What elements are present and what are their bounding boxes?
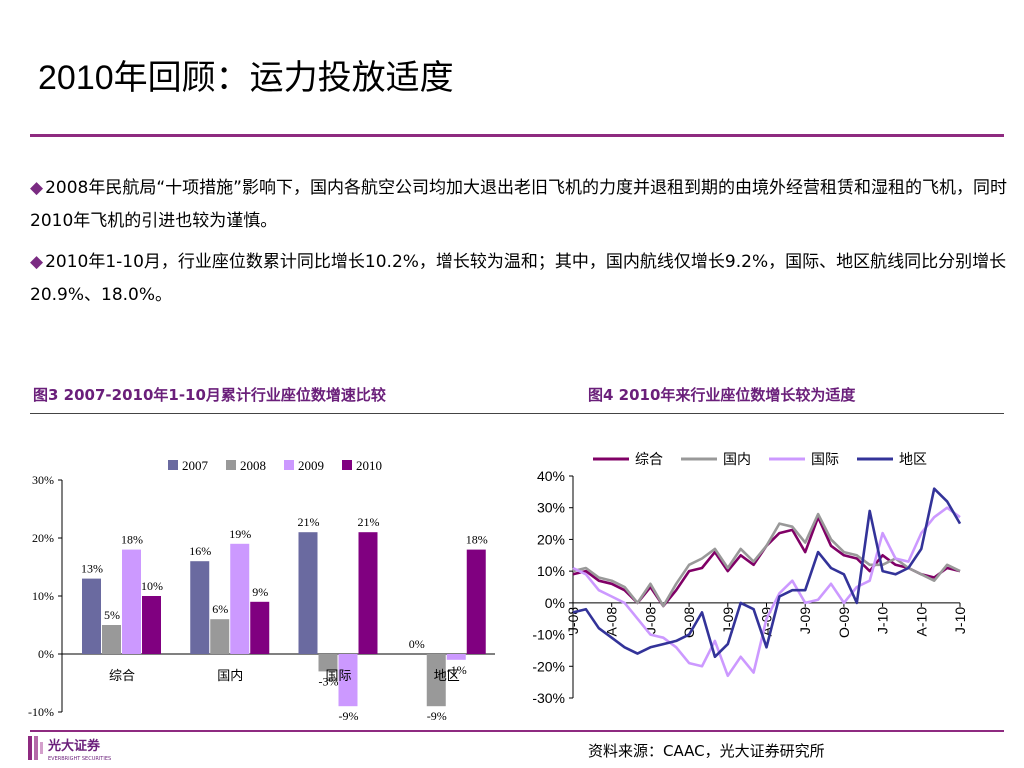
y-tick-label: -10% (28, 705, 54, 719)
figure-4-caption: 图4 2010年来行业座位数增长较为适度 (588, 386, 856, 404)
bar (230, 543, 250, 654)
bar (426, 654, 446, 707)
slide-title: 2010年回顾：运力投放适度 (38, 59, 454, 97)
y-tick-label: 30% (537, 500, 565, 516)
data-label: 6% (212, 602, 228, 616)
series-line (572, 506, 961, 678)
y-tick-label: -20% (532, 658, 565, 674)
data-label: -1% (447, 663, 467, 677)
x-tick-label: O-09 (836, 607, 852, 638)
x-tick-label: 国际 (325, 669, 351, 684)
data-label: 21% (298, 515, 320, 529)
bar (358, 532, 378, 654)
legend-swatch (226, 460, 236, 470)
x-tick-label: A-08 (604, 607, 620, 637)
line-chart: 综合 国内 国际 地区 40% 30% 20% 10% 0% -10% -20% -30% J-08 A-… (532, 452, 968, 706)
y-tick-label: 40% (537, 468, 565, 484)
caption-divider (30, 413, 1004, 414)
bullet-point: ◆ 2010年1-10月，行业座位数累计同比增长10.2%，增长较为温和；其中，国… (30, 246, 1010, 312)
y-tick-label: 0% (38, 647, 54, 661)
legend-label: 2010 (356, 458, 382, 473)
bullet-point: ◆ 2008年民航局“十项措施”影响下，国内各航空公司均加大退出老旧飞机的力度并退… (30, 172, 1010, 238)
data-label: -3% (319, 674, 339, 688)
y-tick-label: 10% (32, 589, 54, 603)
x-tick-label: 国内 (217, 668, 243, 684)
x-tick-label: J-08 (642, 607, 658, 634)
data-label: 18% (121, 533, 143, 547)
y-tick-label: 20% (537, 531, 565, 547)
chart-legend: 2007 2008 2009 2010 (168, 458, 382, 473)
x-tick-label: 地区 (434, 669, 460, 684)
data-label: 5% (104, 608, 120, 622)
bullet-text: 2010年1-10月，行业座位数累计同比增长10.2%，增长较为温和；其中，国内… (30, 252, 1007, 305)
bar (338, 654, 358, 707)
data-label: -9% (339, 709, 359, 723)
bar (298, 532, 318, 654)
diamond-bullet-icon: ◆ (30, 252, 44, 272)
legend-swatch (342, 460, 352, 470)
title-divider (30, 134, 1004, 137)
figure-3-caption: 图3 2007-2010年1-10月累计行业座位数增速比较 (33, 386, 386, 404)
footer-divider (30, 730, 1004, 732)
data-label: 19% (229, 527, 251, 541)
series-line (572, 487, 962, 659)
data-label: 21% (358, 515, 380, 529)
data-label: 13% (81, 562, 103, 576)
bar (190, 561, 210, 654)
bar (250, 601, 270, 654)
bar (102, 625, 121, 654)
bar (210, 619, 230, 654)
bar (122, 549, 141, 654)
chart-legend: 综合 国内 国际 地区 (593, 452, 927, 468)
logo-text: 光大证券 (47, 738, 101, 754)
bar (82, 578, 101, 654)
y-tick-label: -30% (532, 690, 565, 706)
legend-label: 地区 (899, 452, 927, 468)
x-tick-label: J-08 (565, 607, 581, 634)
data-label: 0% (409, 637, 425, 651)
bar (142, 596, 161, 654)
x-tick-label: 综合 (109, 669, 135, 684)
y-tick-label: 10% (537, 563, 565, 579)
legend-swatch (284, 460, 294, 470)
bullet-text: 2008年民航局“十项措施”影响下，国内各航空公司均加大退出老旧飞机的力度并退租… (30, 178, 1007, 231)
legend-label: 2009 (298, 458, 324, 473)
legend-swatch (168, 460, 178, 470)
legend-label: 国际 (811, 452, 839, 468)
y-tick-label: -10% (532, 627, 565, 643)
x-tick-label: J-10 (952, 607, 968, 634)
data-label: -9% (427, 709, 447, 723)
bar-chart: 2007 2008 2009 2010 -10% 0% 10% 20% 30% 13% 5% 18% 1… (28, 458, 495, 723)
logo-mark-icon (28, 736, 43, 760)
legend-label: 综合 (635, 452, 663, 468)
legend-label: 2007 (182, 458, 209, 473)
logo-subtext: EVERBRIGHT SECURITIES (48, 756, 111, 762)
legend-label: 国内 (723, 452, 751, 468)
data-label: 10% (141, 579, 163, 593)
y-tick-label: 30% (32, 473, 54, 487)
data-label: 16% (189, 544, 211, 558)
x-tick-label: A-10 (913, 607, 929, 637)
diamond-bullet-icon: ◆ (30, 178, 44, 198)
company-logo: 光大证券 EVERBRIGHT SECURITIES (28, 736, 111, 762)
bar (318, 654, 338, 672)
y-tick-label: 0% (545, 595, 565, 611)
x-tick-label: J-10 (875, 607, 891, 634)
data-label: 9% (252, 585, 268, 599)
legend-label: 2008 (240, 458, 266, 473)
y-tick-label: 20% (32, 531, 54, 545)
x-tick-label: J-09 (797, 607, 813, 634)
data-label: 18% (466, 533, 488, 547)
source-note: 资料来源：CAAC，光大证券研究所 (588, 742, 825, 760)
series-line (572, 515, 961, 608)
bar (446, 654, 466, 660)
bar (466, 549, 486, 654)
